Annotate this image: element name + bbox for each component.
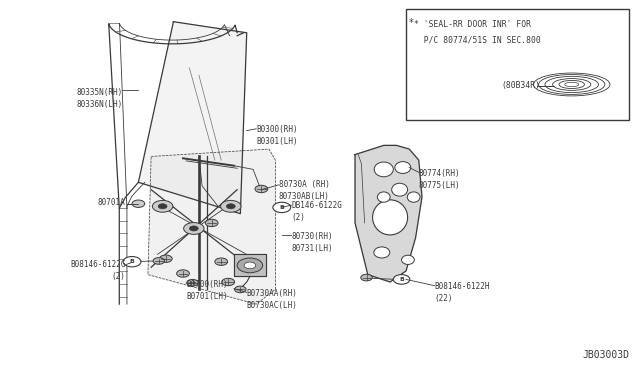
Circle shape bbox=[177, 270, 189, 277]
Text: B0700(RH)
B0701(LH): B0700(RH) B0701(LH) bbox=[186, 280, 228, 301]
FancyBboxPatch shape bbox=[406, 9, 629, 119]
Polygon shape bbox=[234, 254, 266, 276]
Text: *: * bbox=[409, 18, 414, 28]
Ellipse shape bbox=[372, 200, 408, 235]
Text: 80730(RH)
80731(LH): 80730(RH) 80731(LH) bbox=[291, 232, 333, 253]
Circle shape bbox=[361, 274, 372, 281]
Text: P/C 80774/51S IN SEC.800: P/C 80774/51S IN SEC.800 bbox=[413, 35, 540, 44]
Circle shape bbox=[152, 201, 173, 212]
Ellipse shape bbox=[564, 82, 579, 87]
Polygon shape bbox=[355, 145, 422, 282]
Circle shape bbox=[189, 226, 198, 231]
Text: 80701A: 80701A bbox=[98, 198, 125, 207]
Circle shape bbox=[187, 279, 198, 286]
Circle shape bbox=[158, 204, 167, 209]
Circle shape bbox=[221, 201, 241, 212]
Text: B0730AA(RH)
B0730AC(LH): B0730AA(RH) B0730AC(LH) bbox=[246, 289, 298, 310]
Polygon shape bbox=[138, 22, 246, 214]
Ellipse shape bbox=[378, 192, 390, 202]
Text: 80335N(RH)
80336N(LH): 80335N(RH) 80336N(LH) bbox=[76, 88, 122, 109]
Text: 80774(RH)
80775(LH): 80774(RH) 80775(LH) bbox=[419, 169, 460, 190]
Circle shape bbox=[132, 200, 145, 208]
Text: B: B bbox=[279, 205, 284, 210]
Circle shape bbox=[153, 258, 164, 264]
Text: JB03003D: JB03003D bbox=[582, 350, 629, 359]
Ellipse shape bbox=[395, 161, 411, 173]
Circle shape bbox=[184, 222, 204, 234]
Text: B08146-6122H
(22): B08146-6122H (22) bbox=[435, 282, 490, 303]
Circle shape bbox=[273, 202, 291, 212]
Ellipse shape bbox=[374, 247, 390, 258]
Text: B: B bbox=[399, 277, 404, 282]
Ellipse shape bbox=[407, 192, 420, 202]
Text: DB146-6122G
(2): DB146-6122G (2) bbox=[291, 201, 342, 222]
Circle shape bbox=[222, 278, 235, 286]
Polygon shape bbox=[148, 149, 275, 304]
Ellipse shape bbox=[374, 162, 394, 177]
Circle shape bbox=[394, 275, 410, 284]
Circle shape bbox=[205, 219, 218, 227]
Circle shape bbox=[244, 262, 255, 269]
Text: * 'SEAL-RR DOOR INR' FOR: * 'SEAL-RR DOOR INR' FOR bbox=[413, 20, 531, 29]
Circle shape bbox=[123, 257, 141, 267]
Ellipse shape bbox=[392, 183, 408, 196]
Circle shape bbox=[215, 258, 228, 265]
Text: 80730A (RH)
80730AB(LH): 80730A (RH) 80730AB(LH) bbox=[278, 180, 330, 201]
Text: (80B34R): (80B34R) bbox=[502, 81, 541, 90]
Circle shape bbox=[255, 185, 268, 193]
Circle shape bbox=[159, 255, 172, 262]
Circle shape bbox=[237, 258, 262, 273]
Text: B: B bbox=[129, 259, 134, 264]
Ellipse shape bbox=[401, 255, 414, 264]
Text: B08146-6122G
(2): B08146-6122G (2) bbox=[70, 260, 125, 280]
Circle shape bbox=[227, 204, 236, 209]
Circle shape bbox=[235, 286, 246, 293]
Text: B0300(RH)
B0301(LH): B0300(RH) B0301(LH) bbox=[256, 125, 298, 146]
